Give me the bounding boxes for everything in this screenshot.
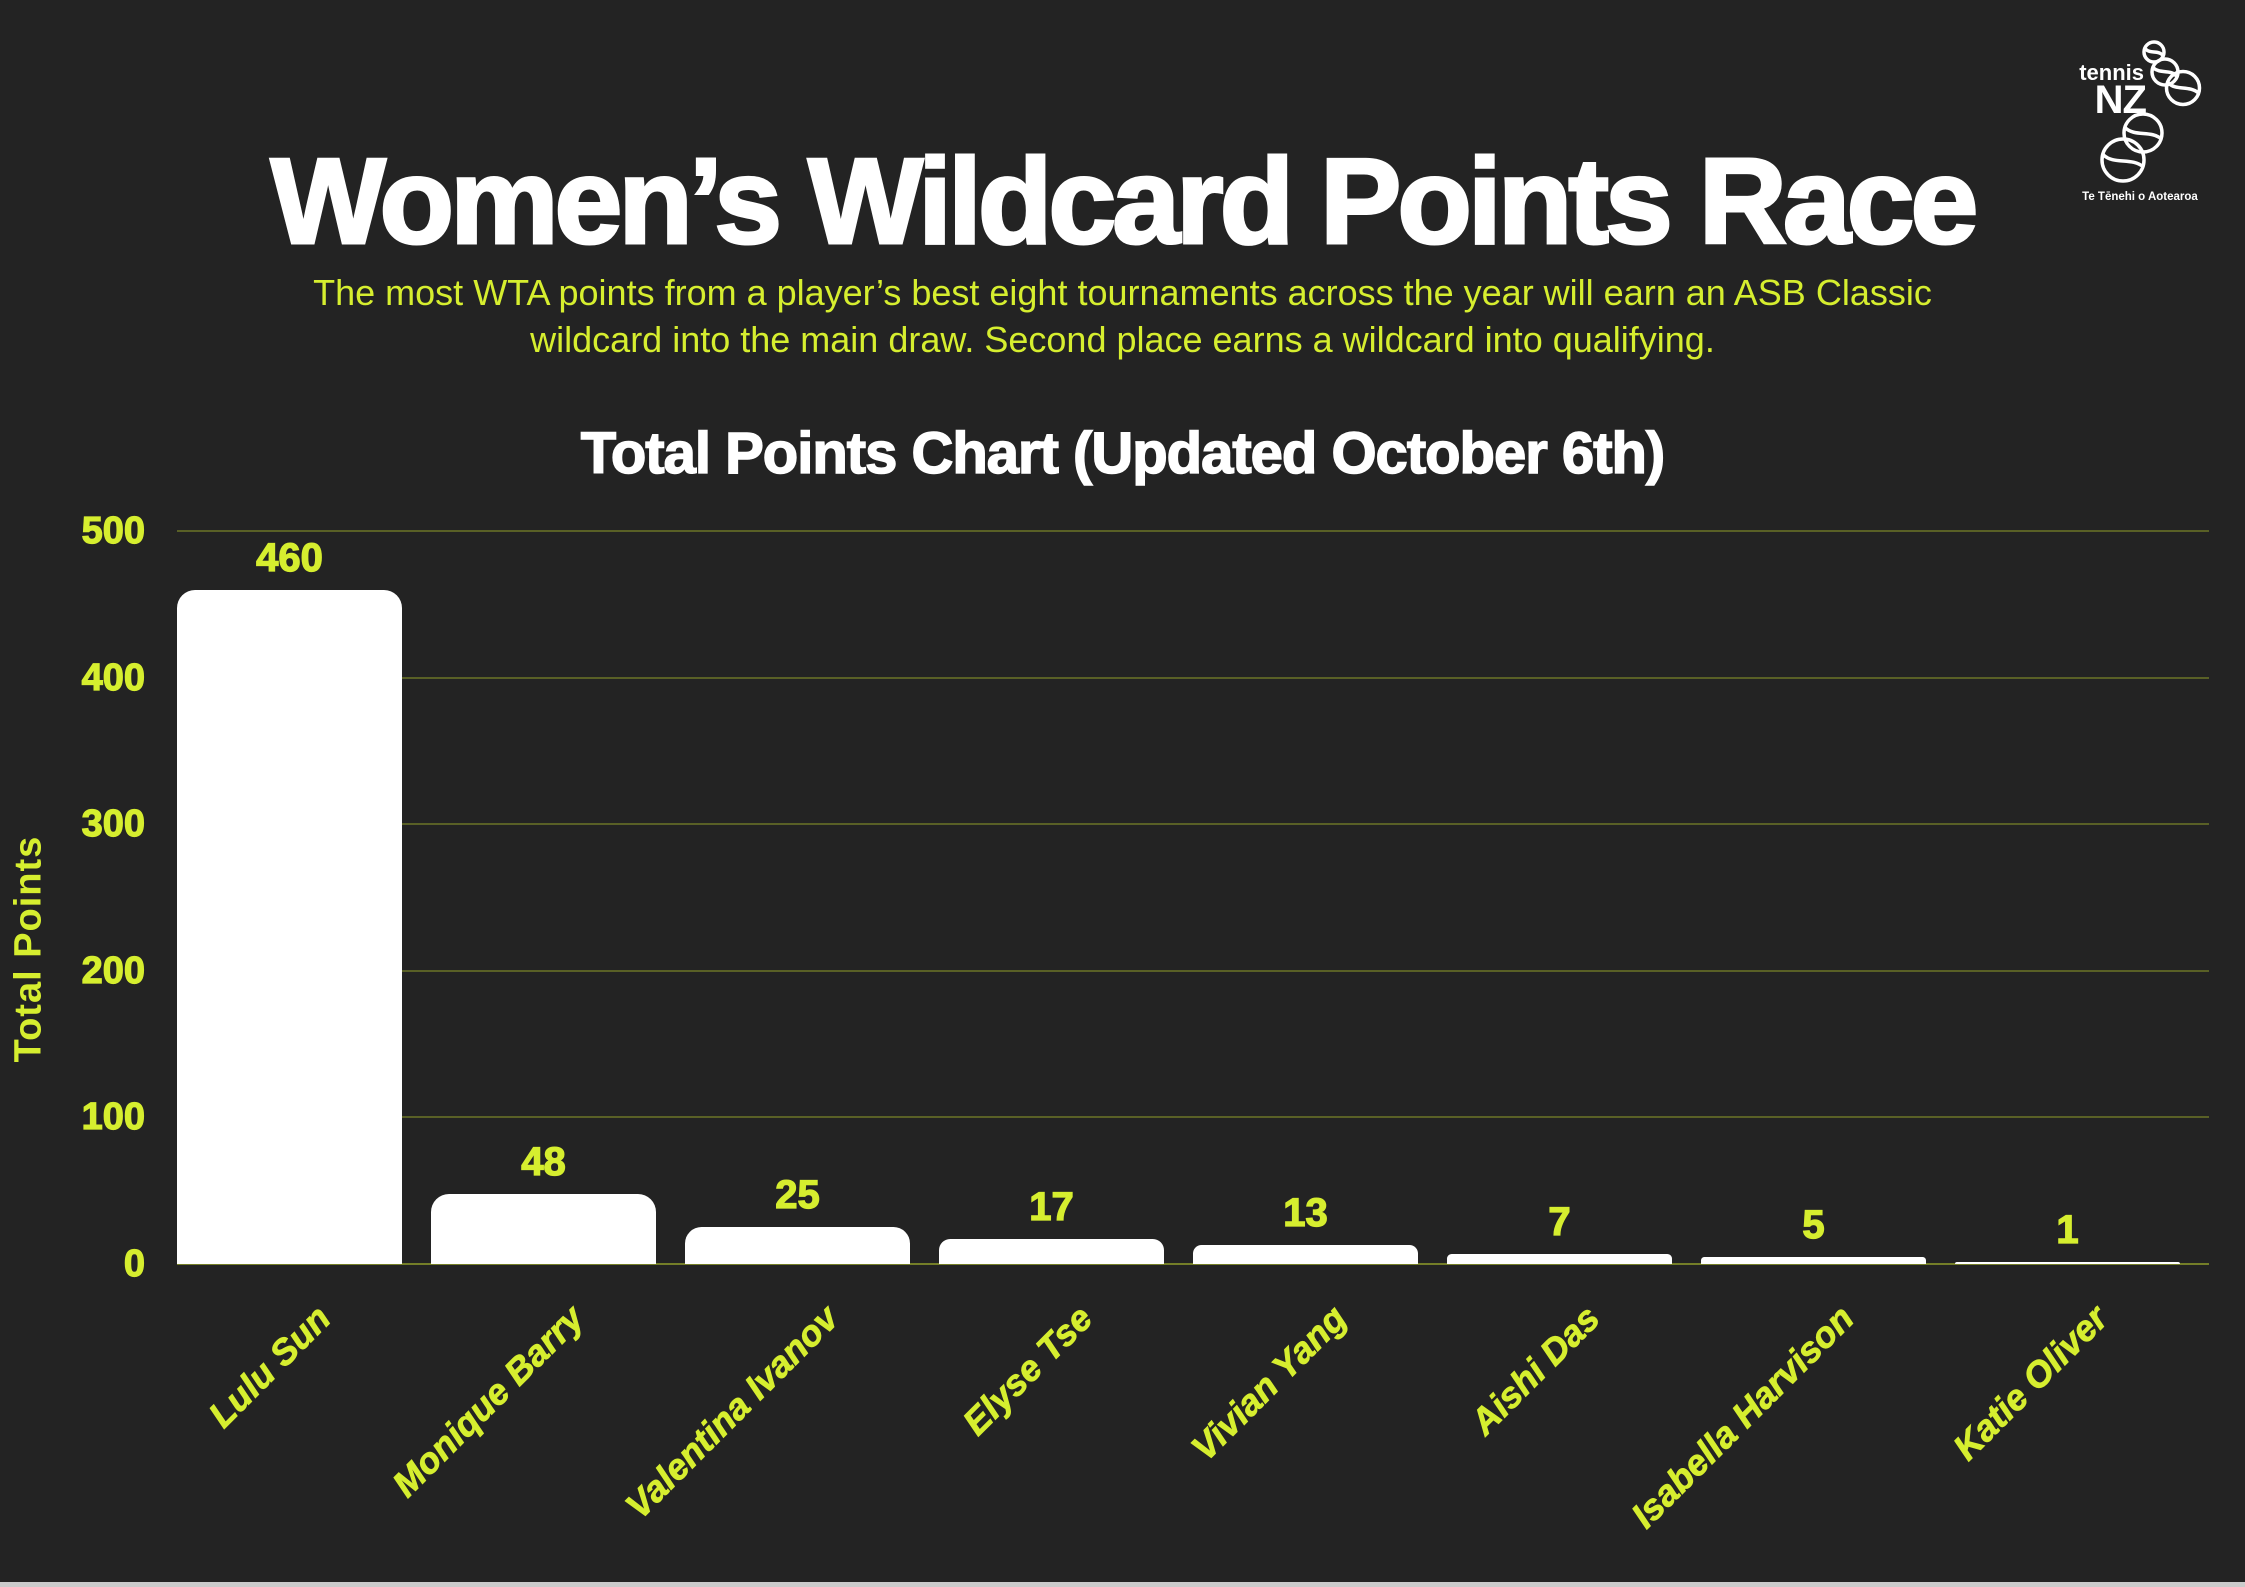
y-tick-label: 300 — [81, 803, 146, 846]
x-axis-label: Valentina Ivanov — [616, 1297, 846, 1527]
bottom-edge-strip — [0, 1582, 2245, 1587]
logo-text-nz: NZ — [2095, 78, 2147, 122]
bar — [939, 1239, 1164, 1264]
tennis-ball-icon — [2100, 40, 2202, 183]
y-tick-label: 200 — [81, 949, 146, 992]
subtitle: The most WTA points from a player’s best… — [313, 272, 1932, 360]
bar-value-label: 17 — [1029, 1184, 1075, 1230]
bar — [177, 589, 402, 1264]
x-axis-label: Katie Oliver — [1945, 1297, 2116, 1468]
gridline — [177, 823, 2209, 826]
gridline — [177, 969, 2209, 972]
chart-title: Total Points Chart (Updated October 6th) — [580, 420, 1666, 487]
logo-tagline: Te Tēnehi o Aotearoa — [2082, 191, 2198, 203]
bar — [685, 1227, 910, 1264]
y-tick-label: 500 — [81, 509, 146, 552]
bar-value-label: 7 — [1548, 1199, 1572, 1244]
y-tick-label: 400 — [81, 656, 146, 699]
y-tick-label: 0 — [123, 1242, 145, 1285]
bar — [1447, 1253, 1672, 1264]
gridline — [177, 676, 2209, 679]
bar-value-label: 13 — [1283, 1190, 1329, 1235]
bar-value-label: 1 — [2056, 1207, 2080, 1252]
gridline — [177, 530, 2209, 532]
x-axis-label: Elyse Tse — [954, 1297, 1100, 1443]
x-axis-line — [177, 1263, 2209, 1265]
y-tick-label: 100 — [81, 1096, 146, 1139]
x-axis-label: Isabella Harvison — [1623, 1297, 1862, 1536]
bar-value-label: 460 — [255, 535, 323, 580]
bar-value-label: 48 — [521, 1139, 567, 1184]
bar-value-label: 25 — [775, 1173, 821, 1218]
x-axis-label: Aishi Das — [1462, 1297, 1608, 1443]
page-title: Women’s Wildcard Points Race — [269, 132, 1980, 269]
bar — [1193, 1244, 1418, 1264]
plot-area: Total Points 0 100 200 300 400 500 460 Lulu Sun… — [8, 509, 2209, 1536]
x-axis-label: Vivian Yang — [1182, 1297, 1354, 1469]
bar-value-label: 5 — [1802, 1202, 1826, 1247]
bar — [431, 1193, 656, 1264]
x-axis-label: Lulu Sun — [199, 1297, 339, 1436]
x-axis-label: Monique Barry — [384, 1297, 592, 1505]
logo-text-tennis: tennis — [2079, 60, 2144, 85]
bar — [1955, 1262, 2180, 1264]
gridline — [177, 1116, 2209, 1119]
bar — [1701, 1256, 1926, 1264]
tennis-nz-logo: tennis NZ Te Tēnehi o Aotearoa — [2072, 38, 2212, 206]
